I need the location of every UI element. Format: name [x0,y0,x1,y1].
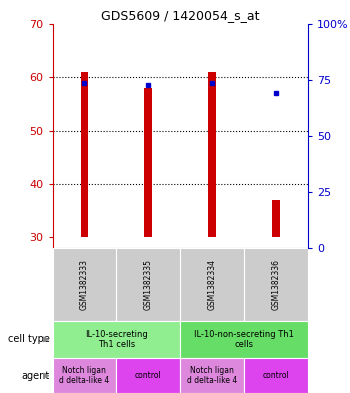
Text: control: control [135,371,162,380]
Text: IL-10-secreting
Th1 cells: IL-10-secreting Th1 cells [85,330,148,349]
Bar [116,358,180,393]
Bar [52,358,116,393]
Text: GSM1382336: GSM1382336 [272,259,281,310]
Text: agent: agent [22,371,50,380]
Bar [180,248,244,321]
Bar [180,321,308,358]
Bar [52,321,180,358]
Text: GSM1382333: GSM1382333 [80,259,89,310]
Bar [180,358,244,393]
Text: IL-10-non-secreting Th1
cells: IL-10-non-secreting Th1 cells [194,330,294,349]
Text: Notch ligan
d delta-like 4: Notch ligan d delta-like 4 [187,366,237,385]
Bar [208,72,216,237]
Bar [244,358,308,393]
Text: GSM1382335: GSM1382335 [144,259,153,310]
Text: control: control [263,371,289,380]
Bar [80,72,88,237]
Text: cell type: cell type [8,334,50,344]
Bar [244,248,308,321]
Bar [52,248,116,321]
Bar [145,88,152,237]
Bar [272,200,280,237]
Bar [116,248,180,321]
Text: GSM1382334: GSM1382334 [208,259,217,310]
Text: Notch ligan
d delta-like 4: Notch ligan d delta-like 4 [59,366,110,385]
Title: GDS5609 / 1420054_s_at: GDS5609 / 1420054_s_at [101,9,259,22]
